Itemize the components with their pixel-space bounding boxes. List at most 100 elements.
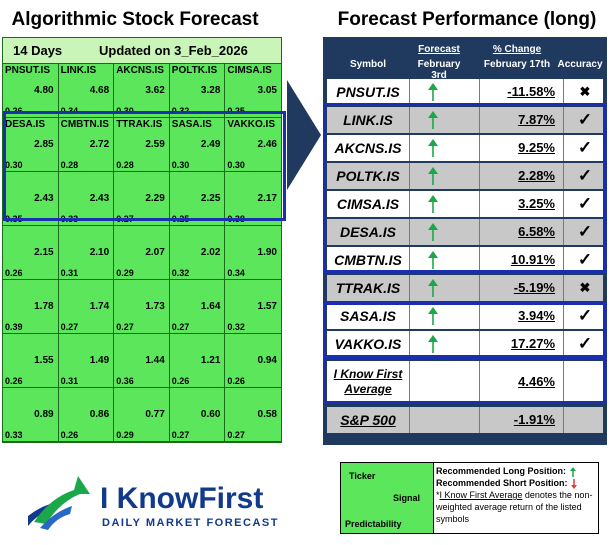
up-arrow-icon — [428, 335, 438, 353]
row-symbol: TTRAK.IS — [335, 280, 401, 296]
cell-signal: 2.17 — [257, 193, 277, 204]
cell-predictability: 0.27 — [171, 322, 190, 332]
row-symbol: CIMSA.IS — [336, 196, 400, 212]
grid-cell: 1.90 0.34 — [225, 226, 281, 280]
table-row: POLTK.IS 2.28% ✓ — [327, 163, 603, 189]
grid-cell: 2.17 0.38 — [225, 172, 281, 226]
grid-cell: 0.77 0.29 — [114, 388, 170, 442]
up-arrow-icon — [428, 167, 438, 185]
grid-cell: SASA.IS 2.49 0.30 — [169, 118, 226, 172]
cell-predictability: 0.33 — [5, 430, 23, 440]
cell-predictability: 0.26 — [60, 430, 79, 440]
grid-cell: 1.44 0.36 — [114, 334, 170, 388]
grid-cell: 2.29 0.27 — [114, 172, 170, 226]
cell-signal: 2.72 — [89, 139, 110, 150]
cell-predictability: 0.25 — [227, 106, 245, 116]
cell-ticker: VAKKO.IS — [227, 119, 275, 130]
row-change: -11.58% — [507, 84, 555, 99]
cell-predictability: 0.34 — [227, 268, 245, 278]
row-symbol: AKCNS.IS — [334, 140, 402, 156]
table-row: PNSUT.IS -11.58% ✖ — [327, 79, 603, 105]
cell-predictability: 0.33 — [60, 214, 79, 224]
table-row: SASA.IS 3.94% ✓ — [327, 303, 603, 329]
grid-cell: 2.02 0.32 — [169, 226, 226, 280]
up-arrow-icon — [428, 139, 438, 157]
cell-ticker: CIMSA.IS — [227, 65, 272, 76]
check-icon: ✓ — [577, 306, 593, 325]
updated-label: Updated on 3_Feb_2026 — [99, 43, 248, 58]
legend-avg-desc: denotes the non-weighted average return … — [436, 490, 593, 524]
cell-ticker: PNSUT.IS — [5, 65, 51, 76]
grid-cell: 1.74 0.27 — [58, 280, 115, 334]
cell-signal: 1.73 — [145, 301, 165, 312]
grid-cell: 2.10 0.31 — [58, 226, 115, 280]
grid-cell: CMBTN.IS 2.72 0.28 — [58, 118, 115, 172]
table-row: CIMSA.IS 3.25% ✓ — [327, 191, 603, 217]
cell-predictability: 0.26 — [5, 376, 23, 386]
grid-header: 14 Days Updated on 3_Feb_2026 — [3, 38, 281, 64]
performance-title: Forecast Performance (long) — [337, 9, 597, 30]
up-arrow-icon — [428, 279, 438, 297]
table-row: VAKKO.IS 17.27% ✓ — [327, 331, 603, 357]
svg-text:DAILY MARKET FORECAST: DAILY MARKET FORECAST — [102, 517, 279, 529]
grid-cell: PNSUT.IS 4.80 0.26 — [3, 64, 59, 118]
horizon-label: 14 Days — [13, 43, 63, 58]
forecast-title: Algorithmic Stock Forecast — [11, 9, 259, 30]
cell-predictability: 0.28 — [116, 160, 134, 170]
row-symbol: CMBTN.IS — [334, 252, 402, 268]
check-icon: ✓ — [577, 194, 593, 213]
row-change: 17.27% — [510, 336, 555, 351]
cell-signal: 4.80 — [34, 85, 54, 96]
cell-signal: 2.25 — [200, 193, 221, 204]
row-symbol: DESA.IS — [339, 224, 396, 240]
cell-ticker: SASA.IS — [171, 119, 212, 130]
forecast-grid: 14 Days Updated on 3_Feb_2026 PNSUT.IS 4.… — [2, 37, 286, 443]
svg-text:I KnowFirst: I KnowFirst — [100, 482, 263, 515]
cell-predictability: 0.30 — [116, 106, 134, 116]
legend-avg-link[interactable]: I Know First Average — [439, 490, 523, 500]
check-icon: ✓ — [577, 334, 593, 353]
up-arrow-icon — [428, 251, 438, 269]
down-arrow-icon — [571, 478, 578, 489]
grid-cell: 1.55 0.26 — [3, 334, 59, 388]
table-row: DESA.IS 6.58% ✓ — [327, 219, 603, 245]
cell-predictability: 0.32 — [171, 268, 190, 278]
cell-ticker: DESA.IS — [5, 119, 46, 130]
cell-ticker: CMBTN.IS — [60, 119, 109, 130]
cell-ticker: TTRAK.IS — [116, 119, 163, 130]
col-change: % Change — [492, 44, 542, 55]
iknowfirst-logo: I KnowFirst DAILY MARKET FORECAST — [20, 468, 282, 534]
grid-cell: 1.49 0.31 — [58, 334, 115, 388]
sp500-label: S&P 500 — [340, 412, 396, 428]
up-arrow-icon — [569, 466, 576, 477]
row-change: 9.25% — [518, 140, 555, 155]
cell-signal: 0.89 — [34, 409, 54, 420]
check-icon: ✓ — [577, 110, 593, 129]
cell-predictability: 0.26 — [171, 376, 190, 386]
cell-signal: 1.49 — [89, 355, 110, 366]
legend: Ticker Signal Predictability Recommended… — [340, 462, 599, 534]
col-forecast-date: February 3rd — [417, 59, 461, 81]
grid-cell: VAKKO.IS 2.46 0.30 — [225, 118, 281, 172]
cell-signal: 1.78 — [34, 301, 54, 312]
legend-short: Recommended Short Position: — [436, 478, 568, 488]
grid-cell: 1.57 0.32 — [225, 280, 281, 334]
col-symbol: Symbol — [349, 59, 387, 70]
cell-predictability: 0.30 — [5, 160, 23, 170]
cell-signal: 2.07 — [145, 247, 165, 258]
row-change: 2.28% — [518, 168, 555, 183]
cross-icon: ✖ — [579, 84, 591, 99]
grid-cell: 2.07 0.29 — [114, 226, 170, 280]
table-row: TTRAK.IS -5.19% ✖ — [327, 275, 603, 301]
row-change: 3.94% — [518, 308, 555, 323]
legend-cell-sample: Ticker Signal Predictability — [341, 463, 434, 533]
grid-cell: 1.73 0.27 — [114, 280, 170, 334]
table-header: Symbol Forecast February 3rd % Change Fe… — [323, 37, 607, 81]
up-arrow-icon — [428, 83, 438, 101]
cell-predictability: 0.27 — [171, 430, 190, 440]
cell-signal: 2.49 — [200, 139, 221, 150]
cell-predictability: 0.29 — [116, 430, 134, 440]
check-icon: ✓ — [577, 250, 593, 269]
performance-table: Symbol Forecast February 3rd % Change Fe… — [323, 37, 607, 445]
col-forecast: Forecast — [418, 44, 460, 55]
